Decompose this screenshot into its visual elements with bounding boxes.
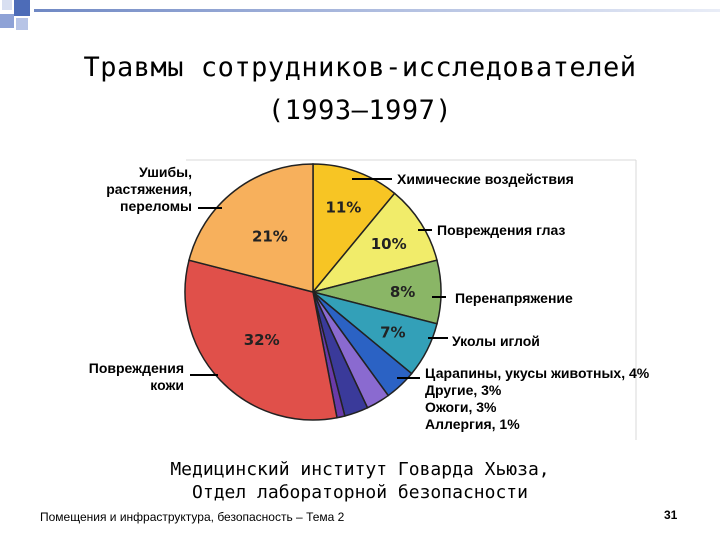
label-small-2: Другие, 3% xyxy=(425,382,502,398)
label-needle: Уколы иглой xyxy=(452,333,540,349)
slide-title-line2: (1993–1997) xyxy=(267,95,453,126)
pie-value-label-3: 7% xyxy=(380,324,405,342)
decor-square-1 xyxy=(14,0,30,16)
label-small-group: Царапины, укусы животных, 4% Другие, 3% … xyxy=(425,365,649,433)
pie-value-label-1: 10% xyxy=(371,235,407,253)
chart-frame xyxy=(186,159,637,440)
label-eye: Повреждения глаз xyxy=(437,222,566,238)
pie-value-label-0: 11% xyxy=(325,199,361,217)
pie-value-labels: 11% 10% 8% 7% 32% 21% xyxy=(244,199,416,350)
label-skin-1: Повреждения xyxy=(88,360,184,376)
label-small-4: Аллергия, 1% xyxy=(425,416,520,432)
pie-value-label-9: 21% xyxy=(252,227,288,245)
label-bruise-3: переломы xyxy=(120,198,192,214)
label-skin-group: Повреждения кожи xyxy=(50,360,184,394)
source-line1: Медицинский институт Говарда Хьюза, xyxy=(170,459,550,480)
pie-slice-1 xyxy=(310,192,438,294)
decor-bar xyxy=(34,9,720,12)
pie-slices xyxy=(184,163,442,421)
pie-slice-8 xyxy=(184,259,338,421)
label-small-3: Ожоги, 3% xyxy=(425,399,497,415)
label-skin-2: кожи xyxy=(150,377,184,393)
label-bruise-2: растяжения, xyxy=(106,181,192,197)
pie-value-label-8: 32% xyxy=(244,331,280,349)
label-chem: Химические воздействия xyxy=(397,171,574,187)
source-line2: Отдел лабораторной безопасности xyxy=(192,482,528,503)
pie-slice-0 xyxy=(312,163,396,295)
label-bruise-1: Ушибы, xyxy=(139,164,192,180)
label-strain: Перенапряжение xyxy=(455,290,573,306)
slide-title-line1: Травмы сотрудников-исследователей xyxy=(83,52,637,83)
pie-value-label-2: 8% xyxy=(390,283,415,301)
decor-square-3 xyxy=(16,18,28,30)
label-small-1: Царапины, укусы животных, 4% xyxy=(425,365,650,381)
page-number: 31 xyxy=(664,508,678,522)
decor-square-4 xyxy=(2,0,12,10)
decor-square-2 xyxy=(0,14,14,28)
leader-lines xyxy=(190,178,448,379)
pie-slice-9 xyxy=(188,163,314,293)
label-bruise-group: Ушибы, растяжения, переломы xyxy=(60,164,192,215)
slide-footnote: Помещения и инфраструктура, безопасность… xyxy=(40,510,345,524)
